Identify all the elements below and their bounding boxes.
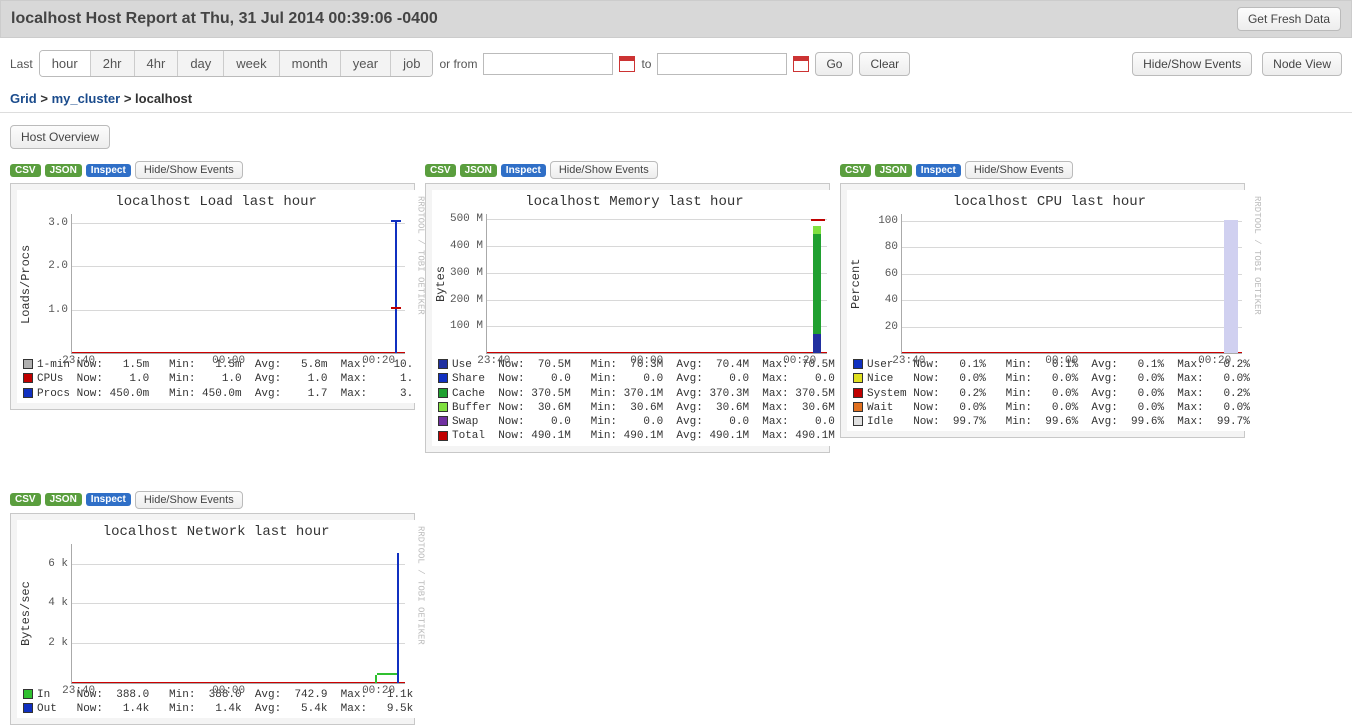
csv-badge[interactable]: CSV <box>425 164 456 177</box>
time-tab-day[interactable]: day <box>178 51 224 76</box>
to-label: to <box>641 57 651 71</box>
breadcrumb-host: localhost <box>135 91 192 106</box>
calendar-icon[interactable] <box>793 56 809 72</box>
time-tab-2hr[interactable]: 2hr <box>91 51 135 76</box>
legend: Use Now: 70.5M Min: 70.3M Avg: 70.4M Max… <box>432 354 837 446</box>
get-fresh-data-button[interactable]: Get Fresh Data <box>1237 7 1341 31</box>
time-tab-week[interactable]: week <box>224 51 279 76</box>
time-tab-4hr[interactable]: 4hr <box>135 51 179 76</box>
last-label: Last <box>10 57 33 71</box>
csv-badge[interactable]: CSV <box>10 164 41 177</box>
time-tab-hour[interactable]: hour <box>40 51 91 76</box>
csv-badge[interactable]: CSV <box>10 493 41 506</box>
time-range-tabs: hour2hr4hrdayweekmonthyearjob <box>39 50 434 77</box>
json-badge[interactable]: JSON <box>875 164 912 177</box>
rrdtool-label: RRDTOOL / TOBI OETIKER <box>415 190 425 403</box>
csv-badge[interactable]: CSV <box>840 164 871 177</box>
json-badge[interactable]: JSON <box>460 164 497 177</box>
plot-area: 1.02.03.023:4000:0000:20 <box>71 214 405 354</box>
y-axis-label: Bytes/sec <box>17 544 35 684</box>
host-overview-button[interactable]: Host Overview <box>10 125 110 149</box>
time-tab-job[interactable]: job <box>391 51 432 76</box>
inspect-badge[interactable]: Inspect <box>916 164 961 177</box>
or-from-label: or from <box>439 57 477 71</box>
rrdtool-label: RRDTOOL / TOBI OETIKER <box>415 520 425 719</box>
time-tab-month[interactable]: month <box>280 51 341 76</box>
from-date-input[interactable] <box>483 53 613 75</box>
rrdtool-label: RRDTOOL / TOBI OETIKER <box>1252 190 1262 431</box>
go-button[interactable]: Go <box>815 52 853 76</box>
chart-title: localhost Network last hour <box>17 520 415 544</box>
clear-button[interactable]: Clear <box>859 52 910 76</box>
plot-area: 2040608010023:4000:0000:20 <box>901 214 1242 354</box>
y-axis-label: Loads/Procs <box>17 214 35 354</box>
y-axis-label: Percent <box>847 214 865 354</box>
plot-area: 2 k4 k6 k23:4000:0000:20 <box>71 544 405 684</box>
breadcrumb-cluster[interactable]: my_cluster <box>52 91 121 106</box>
chart-cpu: CSVJSONInspectHide/Show Eventslocalhost … <box>840 161 1245 438</box>
chart-title: localhost Memory last hour <box>432 190 837 214</box>
plot-area: 100 M200 M300 M400 M500 M23:4000:0000:20 <box>486 214 827 354</box>
inspect-badge[interactable]: Inspect <box>86 493 131 506</box>
to-date-input[interactable] <box>657 53 787 75</box>
chart-title: localhost CPU last hour <box>847 190 1252 214</box>
y-axis-label: Bytes <box>432 214 450 354</box>
chart-memory: CSVJSONInspectHide/Show Eventslocalhost … <box>425 161 830 453</box>
time-tab-year[interactable]: year <box>341 51 391 76</box>
chart-load: CSV JSON Inspect Hide/Show Events localhost … <box>10 161 415 410</box>
inspect-badge[interactable]: Inspect <box>501 164 546 177</box>
chart-network: CSV JSON Inspect Hide/Show Events localhost … <box>10 491 415 725</box>
breadcrumb: Grid > my_cluster > localhost <box>0 85 1352 113</box>
json-badge[interactable]: JSON <box>45 164 82 177</box>
chart-title: localhost Load last hour <box>17 190 415 214</box>
hide-show-events-small-button[interactable]: Hide/Show Events <box>135 491 243 509</box>
breadcrumb-grid[interactable]: Grid <box>10 91 37 106</box>
hide-show-events-small-button[interactable]: Hide/Show Events <box>965 161 1073 179</box>
json-badge[interactable]: JSON <box>45 493 82 506</box>
inspect-badge[interactable]: Inspect <box>86 164 131 177</box>
page-title: localhost Host Report at Thu, 31 Jul 201… <box>11 10 438 28</box>
node-view-button[interactable]: Node View <box>1262 52 1342 76</box>
hide-show-events-small-button[interactable]: Hide/Show Events <box>135 161 243 179</box>
calendar-icon[interactable] <box>619 56 635 72</box>
hide-show-events-small-button[interactable]: Hide/Show Events <box>550 161 658 179</box>
hide-show-events-button[interactable]: Hide/Show Events <box>1132 52 1252 76</box>
